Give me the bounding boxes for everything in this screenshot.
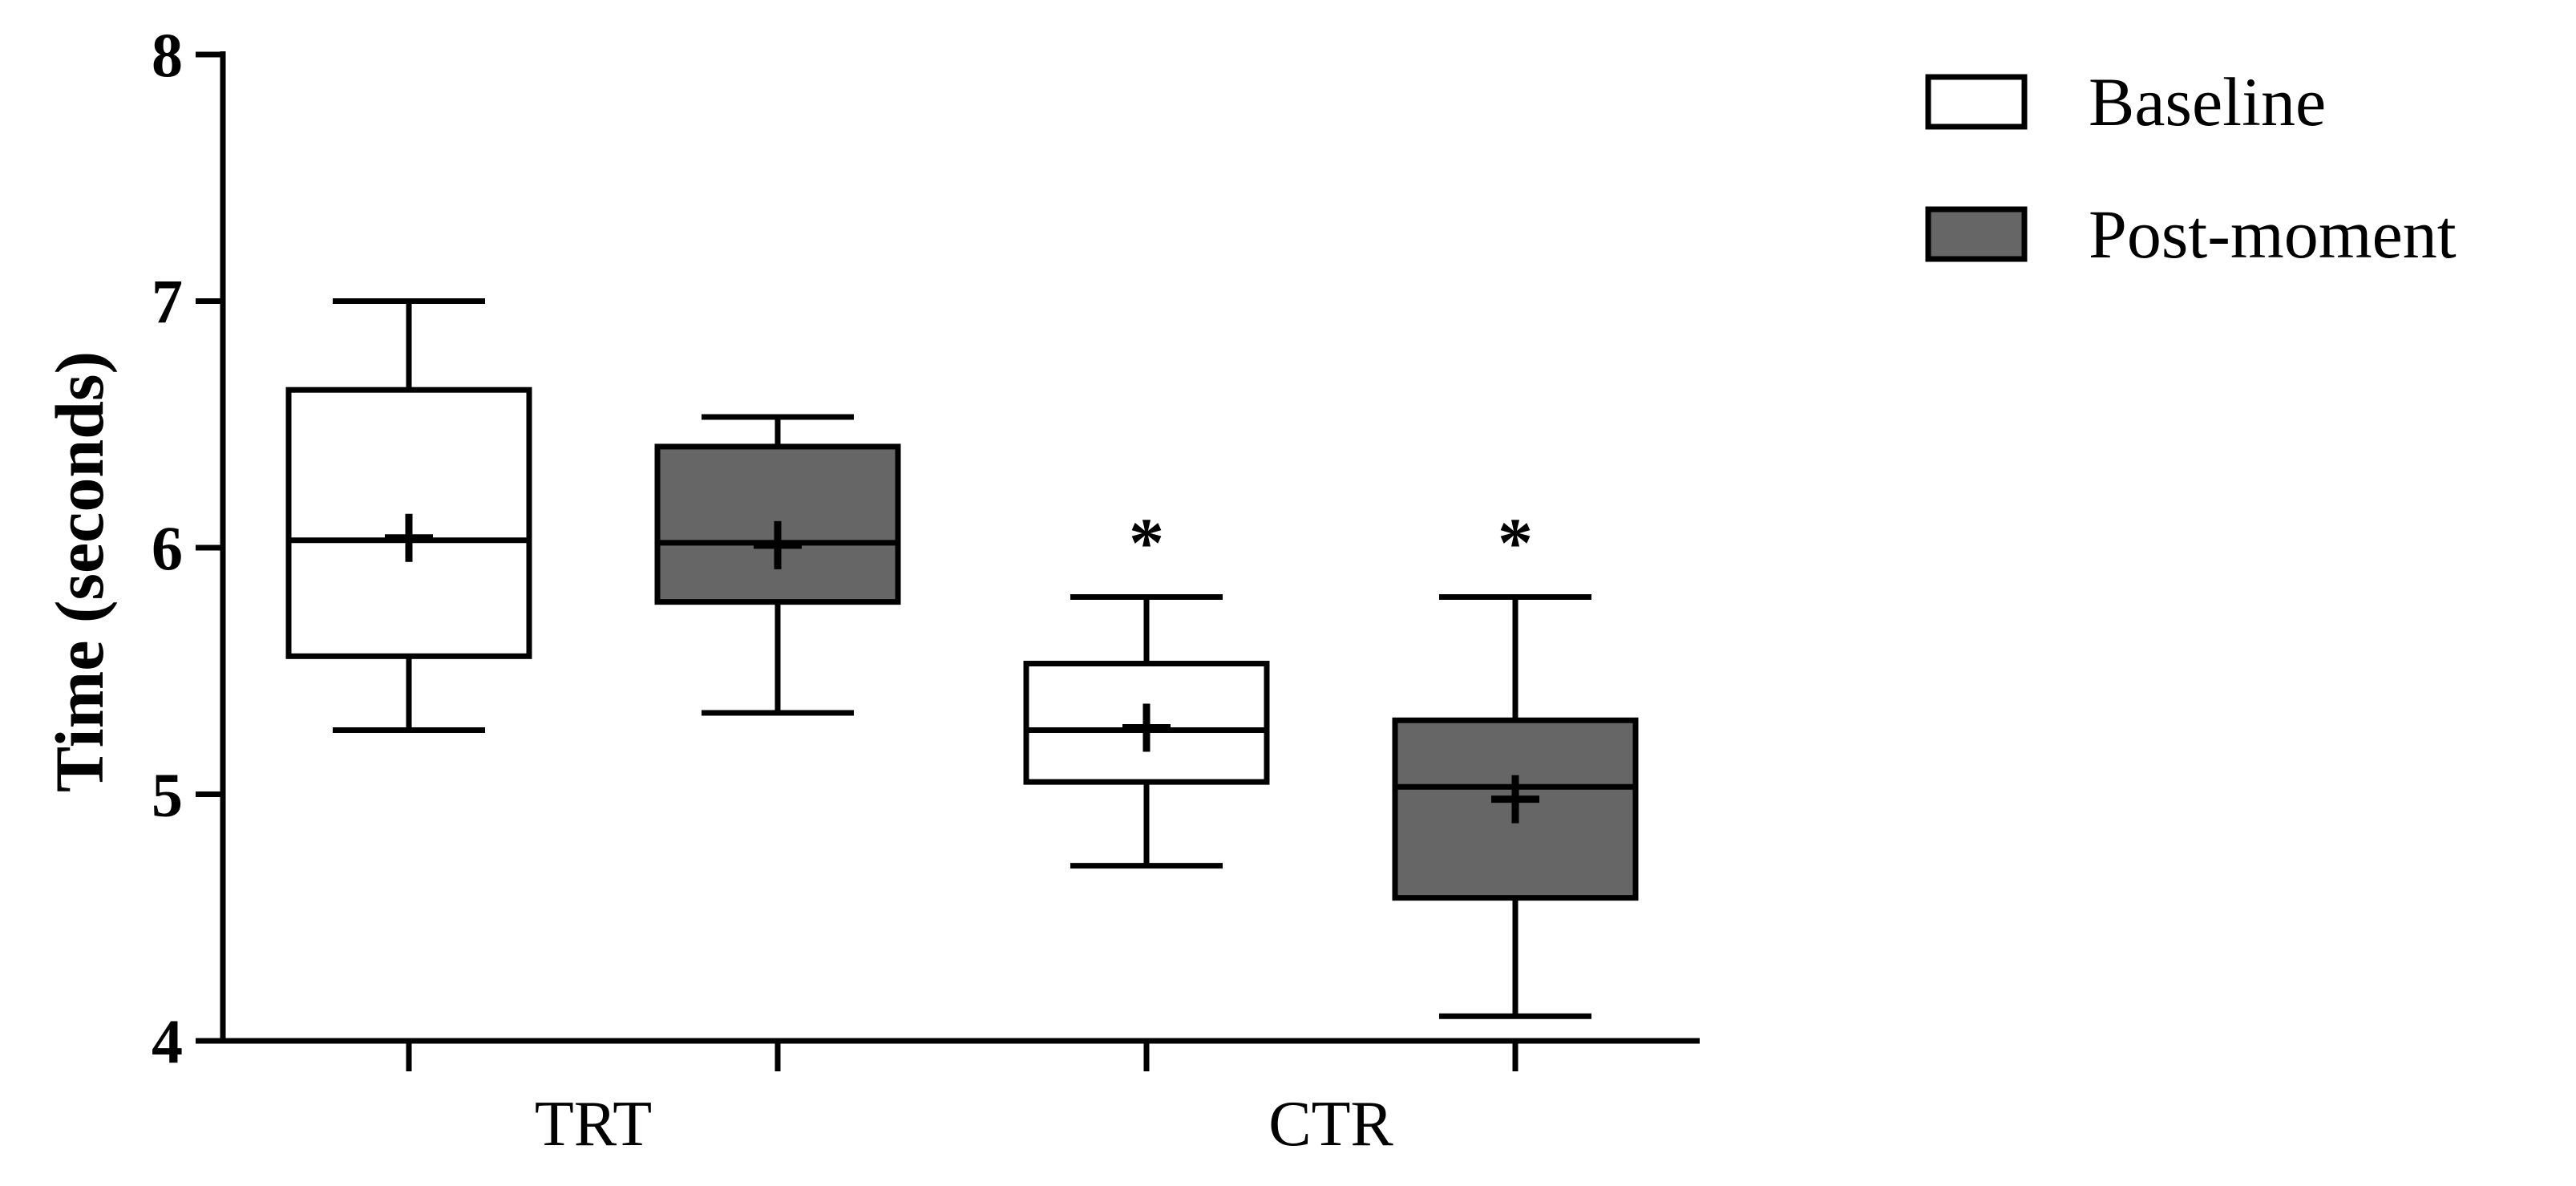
- y-tick-label: 7: [152, 267, 183, 337]
- y-tick-label: 5: [152, 760, 183, 830]
- y-axis-title: Time (seconds): [41, 351, 118, 792]
- y-tick-label: 6: [152, 513, 183, 583]
- box-ctr-baseline: *: [1023, 505, 1270, 869]
- legend-item-post-moment: Post-moment: [1925, 196, 2457, 273]
- legend-swatch: [1925, 74, 2028, 130]
- box-ctr-post-moment: *: [1392, 505, 1639, 1019]
- x-category-label: TRT: [535, 1089, 652, 1160]
- box-trt-baseline: [285, 298, 532, 734]
- y-tick-label: 8: [152, 20, 183, 90]
- y-tick-label: 4: [152, 1006, 183, 1076]
- significance-asterisk: *: [1498, 505, 1533, 583]
- legend-swatch: [1925, 206, 2028, 262]
- plot-area: * *: [285, 298, 1639, 1019]
- x-category-label: CTR: [1268, 1089, 1393, 1160]
- significance-asterisk: *: [1129, 505, 1164, 583]
- legend-item-baseline: Baseline: [1925, 63, 2326, 140]
- box-trt-post-moment: [654, 414, 901, 716]
- axes: 4 5 6 7 8 TRT CTR Time (seconds): [41, 20, 1700, 1160]
- legend-label: Baseline: [2089, 63, 2326, 140]
- legend-label: Post-moment: [2089, 196, 2457, 273]
- legend: Baseline Post-moment: [1925, 63, 2457, 273]
